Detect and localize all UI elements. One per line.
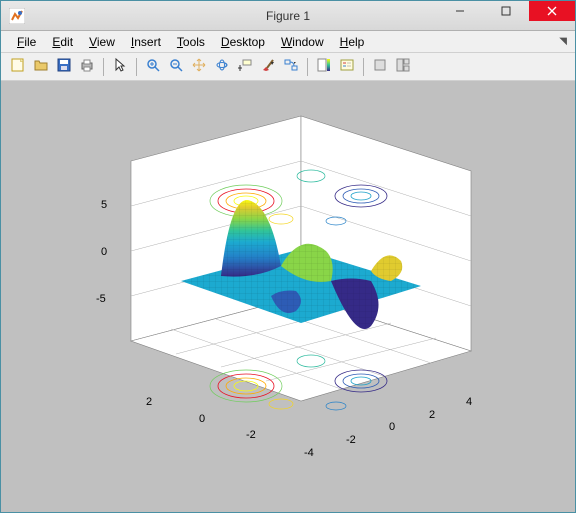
open-file-icon (33, 57, 49, 76)
titlebar: Figure 1 (1, 1, 575, 31)
menu-insert[interactable]: Insert (123, 33, 169, 51)
minimize-button[interactable] (437, 1, 483, 21)
print-figure-button[interactable] (76, 56, 98, 78)
toolbar-separator (136, 58, 137, 76)
menu-desktop[interactable]: Desktop (213, 33, 273, 51)
show-plot-tools-button[interactable] (392, 56, 414, 78)
z-tick-5: 5 (101, 199, 107, 211)
menu-view[interactable]: View (81, 33, 123, 51)
menu-edit[interactable]: Edit (44, 33, 81, 51)
link-button[interactable] (280, 56, 302, 78)
toolbar-separator (103, 58, 104, 76)
rotate-3d-button[interactable] (211, 56, 233, 78)
hide-plot-tools-button[interactable] (369, 56, 391, 78)
menu-help[interactable]: Help (332, 33, 373, 51)
brush-button[interactable] (257, 56, 279, 78)
figure-canvas[interactable]: 5 0 -5 2 0 -2 4 2 0 -2 -4 (1, 81, 575, 512)
print-figure-icon (79, 57, 95, 76)
show-plot-tools-icon (395, 57, 411, 76)
menu-tools[interactable]: Tools (169, 33, 213, 51)
zoom-out-icon (168, 57, 184, 76)
x-tick-m2: -2 (246, 429, 256, 441)
save-figure-icon (56, 57, 72, 76)
axes-3d[interactable]: 5 0 -5 2 0 -2 4 2 0 -2 -4 (71, 101, 511, 481)
close-button[interactable] (529, 1, 575, 21)
z-tick-m5: -5 (96, 293, 106, 305)
open-file-button[interactable] (30, 56, 52, 78)
zoom-in-icon (145, 57, 161, 76)
rotate-3d-icon (214, 57, 230, 76)
maximize-button[interactable] (483, 1, 529, 21)
insert-legend-icon (339, 57, 355, 76)
insert-legend-button[interactable] (336, 56, 358, 78)
y-tick-2: 2 (429, 409, 435, 421)
save-figure-button[interactable] (53, 56, 75, 78)
y-tick-m4: -4 (304, 447, 314, 459)
y-tick-m2: -2 (346, 434, 356, 446)
insert-colorbar-button[interactable] (313, 56, 335, 78)
pointer-button[interactable] (109, 56, 131, 78)
y-tick-0: 0 (389, 421, 395, 433)
z-tick-0: 0 (101, 246, 107, 258)
zoom-in-button[interactable] (142, 56, 164, 78)
x-tick-2: 2 (146, 396, 152, 408)
brush-icon (260, 57, 276, 76)
toolbar (1, 53, 575, 81)
figure-window: Figure 1 FileEditViewInsertToolsDesktopW… (0, 0, 576, 513)
menu-window[interactable]: Window (273, 33, 332, 51)
pointer-icon (112, 57, 128, 76)
toolbar-separator (307, 58, 308, 76)
link-icon (283, 57, 299, 76)
pan-icon (191, 57, 207, 76)
data-cursor-button[interactable] (234, 56, 256, 78)
toolbar-separator (363, 58, 364, 76)
zoom-out-button[interactable] (165, 56, 187, 78)
new-figure-button[interactable] (7, 56, 29, 78)
matlab-icon (9, 8, 25, 24)
pan-button[interactable] (188, 56, 210, 78)
dock-controls-icon[interactable]: ◥ (559, 36, 567, 47)
new-figure-icon (10, 57, 26, 76)
insert-colorbar-icon (316, 57, 332, 76)
data-cursor-icon (237, 57, 253, 76)
x-tick-0: 0 (199, 413, 205, 425)
menubar: FileEditViewInsertToolsDesktopWindowHelp… (1, 31, 575, 53)
plot-svg (71, 101, 511, 481)
y-tick-4: 4 (466, 396, 472, 408)
window-controls (437, 1, 575, 30)
hide-plot-tools-icon (372, 57, 388, 76)
menu-file[interactable]: File (9, 33, 44, 51)
